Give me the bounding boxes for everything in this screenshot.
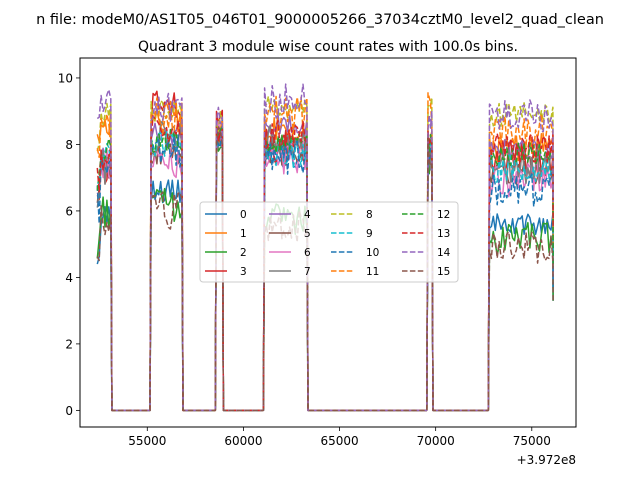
legend-label-15: 15 — [437, 266, 450, 278]
suptitle: n file: modeM0/AS1T05_046T01_9000005266_… — [36, 12, 604, 28]
legend-label-11: 11 — [366, 266, 379, 278]
legend-label-5: 5 — [304, 228, 311, 240]
legend-label-6: 6 — [304, 247, 311, 259]
legend-label-7: 7 — [304, 266, 311, 278]
legend-label-12: 12 — [437, 209, 450, 221]
x-offset-text: +3.972e8 — [517, 453, 576, 467]
y-tick-label: 8 — [65, 138, 73, 152]
legend-label-8: 8 — [366, 209, 373, 221]
series-line-13 — [96, 115, 554, 412]
legend-label-14: 14 — [437, 247, 451, 259]
y-axis: 0 2 4 6 8 10 — [58, 71, 80, 418]
series-line-10 — [96, 119, 554, 412]
y-tick-label: 10 — [58, 71, 73, 85]
x-axis: 55000 60000 65000 70000 75000 — [128, 427, 551, 448]
legend-label-0: 0 — [240, 209, 247, 221]
legend-label-13: 13 — [437, 228, 450, 240]
series-line-9 — [97, 130, 554, 412]
legend-label-1: 1 — [240, 228, 247, 240]
y-tick-label: 4 — [65, 271, 73, 285]
legend-label-9: 9 — [366, 228, 373, 240]
chart-title: Quadrant 3 module wise count rates with … — [138, 39, 518, 55]
legend-label-3: 3 — [240, 266, 247, 278]
plot-area-frame — [79, 57, 577, 428]
y-tick-label: 0 — [65, 404, 73, 418]
legend-box — [199, 201, 459, 283]
x-tick-label: 60000 — [224, 434, 262, 448]
legend-label-4: 4 — [304, 209, 311, 221]
series-line-11 — [96, 92, 554, 412]
legend-label-10: 10 — [366, 247, 379, 259]
series-line-14 — [96, 83, 554, 412]
x-tick-label: 55000 — [128, 434, 166, 448]
y-tick-label: 2 — [65, 337, 73, 351]
y-tick-label: 6 — [65, 204, 73, 218]
x-tick-label: 70000 — [417, 434, 455, 448]
x-tick-label: 65000 — [320, 434, 358, 448]
legend-label-2: 2 — [240, 247, 247, 259]
x-tick-label: 75000 — [513, 434, 551, 448]
